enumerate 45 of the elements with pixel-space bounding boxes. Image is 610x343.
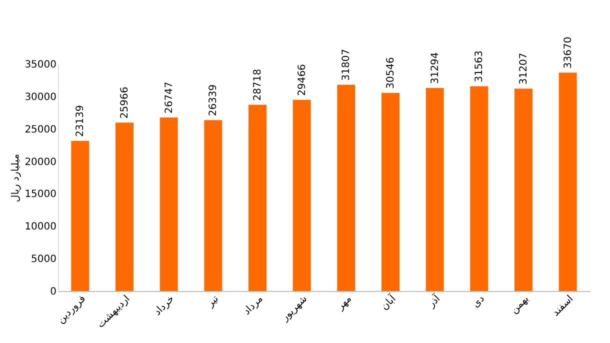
data-label: 31563	[474, 50, 486, 82]
x-tick-label: مرداد	[242, 294, 266, 318]
data-label: 25966	[120, 86, 130, 119]
y-tick-label: 10000	[24, 222, 56, 233]
bar	[337, 84, 356, 291]
y-tick-label: 15000	[24, 189, 56, 200]
data-label: 26747	[164, 82, 175, 114]
data-label: 23139	[75, 105, 86, 137]
bar	[426, 88, 444, 291]
y-tick-label: 0	[50, 286, 56, 298]
y-tick-label: 35000	[24, 60, 56, 70]
x-tick-label: فروردین	[56, 293, 88, 326]
bar	[558, 72, 577, 291]
x-tick-label: تیر	[204, 293, 222, 310]
bar	[470, 86, 488, 291]
data-label: 31294	[430, 52, 441, 84]
bar	[204, 120, 222, 291]
data-label: 28718	[252, 68, 264, 101]
x-tick-label: شهریور	[278, 294, 310, 324]
data-label: 26339	[208, 84, 220, 116]
x-tick-label: خرداد	[152, 294, 177, 318]
data-label: 33670	[562, 36, 574, 69]
y-tick-label: 30000	[24, 92, 56, 103]
x-tick-label: دی	[470, 294, 487, 310]
bar	[382, 92, 400, 291]
bar	[514, 88, 532, 291]
y-axis-title: میلیارد ریال	[10, 154, 22, 202]
bar	[160, 118, 178, 291]
x-tick-label: آبان	[378, 291, 400, 313]
x-tick-label: مهر	[334, 294, 354, 313]
data-label: 31807	[341, 48, 352, 81]
data-label: 31207	[518, 52, 530, 85]
bar	[248, 104, 266, 291]
y-tick-label: 20000	[24, 156, 56, 168]
x-tick-label: آذر	[424, 291, 444, 311]
x-tick-label: اسفند	[550, 294, 576, 319]
y-tick-label: 25000	[24, 124, 56, 136]
x-tick-label: بهمن	[508, 294, 532, 316]
y-tick-label: 5000	[31, 254, 56, 266]
data-label: 29466	[296, 64, 308, 96]
data-label: 30546	[386, 57, 396, 89]
bar	[292, 100, 311, 291]
bar	[116, 122, 134, 291]
x-tick-label: اردیبهشت	[95, 294, 132, 330]
bar	[71, 140, 90, 291]
